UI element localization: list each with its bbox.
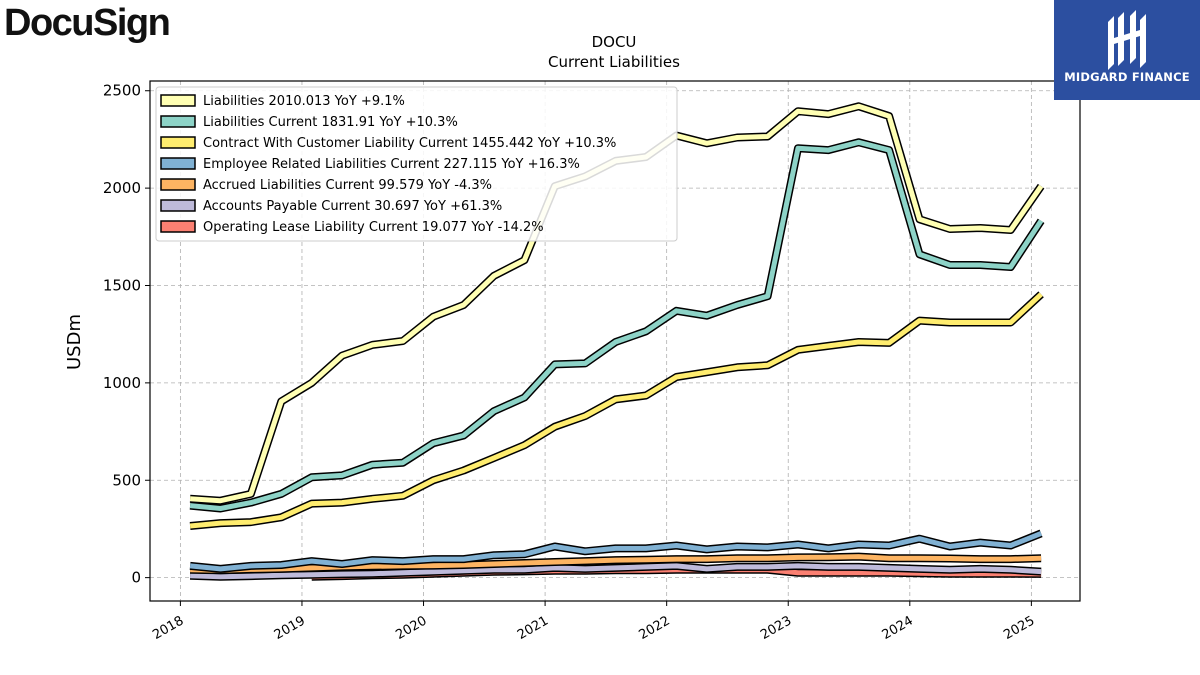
- x-tick-label: 2023: [758, 613, 794, 643]
- legend-swatch: [160, 136, 196, 149]
- legend-swatch: [160, 115, 196, 128]
- x-tick-label: 2025: [1001, 613, 1037, 643]
- x-tick-label: 2019: [272, 613, 308, 643]
- series-line-accrued-liabilities-current: [190, 554, 1042, 573]
- chart-title: DOCU: [592, 33, 637, 51]
- series-line-liabilities-current: [189, 139, 1044, 511]
- legend-swatch: [160, 157, 196, 170]
- series-line-employee-related-liabilities-current: [189, 531, 1043, 572]
- y-axis-label: USDm: [64, 314, 85, 370]
- midgard-finance-logo: MIDGARD FINANCE: [1054, 0, 1200, 100]
- x-tick-label: 2021: [515, 613, 551, 643]
- legend-label: Accounts Payable Current 30.697 YoY +61.…: [203, 199, 502, 214]
- legend-label: Employee Related Liabilities Current 227…: [203, 157, 580, 172]
- legend-swatch: [160, 220, 196, 233]
- y-tick-label: 1500: [103, 276, 141, 294]
- chart-subtitle: Current Liabilities: [548, 53, 680, 71]
- legend-label: Liabilities Current 1831.91 YoY +10.3%: [203, 115, 458, 130]
- x-tick-label: 2024: [880, 613, 916, 643]
- series-line-accounts-payable-current: [190, 563, 1042, 580]
- series-line-contract-with-customer-liability-current: [189, 292, 1043, 529]
- midgard-finance-wordmark: MIDGARD FINANCE: [1064, 70, 1190, 84]
- legend-label: Contract With Customer Liability Current…: [203, 136, 616, 151]
- legend-label: Operating Lease Liability Current 19.077…: [203, 220, 544, 235]
- plot-frame: [149, 80, 1081, 602]
- legend-label: Accrued Liabilities Current 99.579 YoY -…: [203, 178, 492, 193]
- midgard-emblem-icon: [1108, 10, 1146, 70]
- legend-swatch: [160, 178, 196, 191]
- legend-box: [155, 86, 678, 242]
- y-tick-label: 500: [112, 471, 141, 489]
- docusign-logo: DocuSign: [4, 2, 171, 44]
- legend: Liabilities 2010.013 YoY +9.1% Liabilitie…: [155, 86, 678, 242]
- x-tick-label: 2020: [393, 613, 429, 643]
- legend-swatch: [160, 199, 196, 212]
- y-tick-label: 1000: [103, 374, 141, 392]
- legend-swatch: [160, 94, 196, 107]
- y-tick-label: 0: [131, 569, 141, 587]
- x-tick-label: 2022: [637, 613, 673, 643]
- legend-label: Liabilities 2010.013 YoY +9.1%: [203, 94, 405, 109]
- series-line-outline-contract-with-customer-liability-current: [189, 291, 1044, 530]
- y-tick-label: 2500: [103, 82, 141, 100]
- x-tick-label: 2018: [150, 613, 186, 643]
- y-tick-label: 2000: [103, 179, 141, 197]
